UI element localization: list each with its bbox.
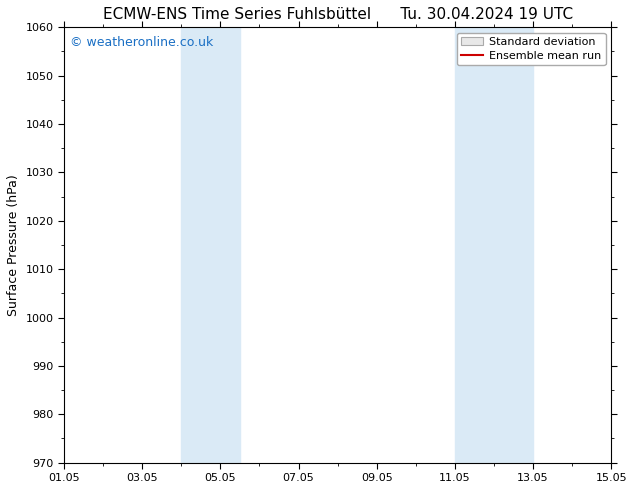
Text: © weatheronline.co.uk: © weatheronline.co.uk [70,36,213,49]
Y-axis label: Surface Pressure (hPa): Surface Pressure (hPa) [7,174,20,316]
Legend: Standard deviation, Ensemble mean run: Standard deviation, Ensemble mean run [456,33,605,65]
Bar [455,27,533,463]
Title: ECMW-ENS Time Series Fuhlsbüttel      Tu. 30.04.2024 19 UTC: ECMW-ENS Time Series Fuhlsbüttel Tu. 30.… [103,7,573,22]
Bar [181,27,240,463]
